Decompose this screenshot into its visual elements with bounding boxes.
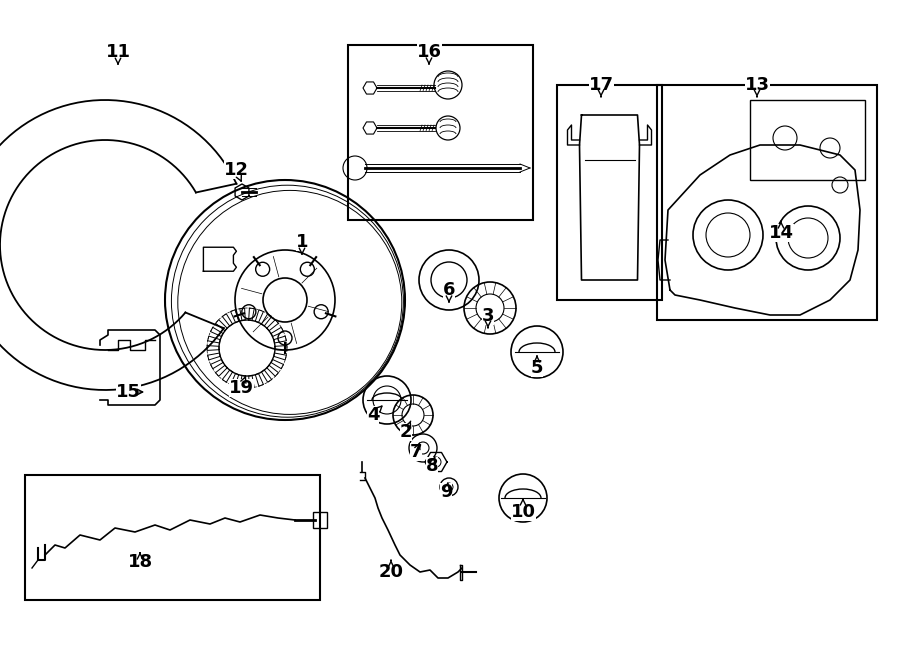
Bar [348, 45, 533, 220]
Text: 10: 10 [510, 503, 536, 521]
Text: 18: 18 [128, 553, 153, 571]
Text: 19: 19 [229, 379, 254, 397]
Text: 20: 20 [379, 563, 403, 581]
Text: 11: 11 [105, 43, 130, 61]
Text: 16: 16 [417, 43, 442, 61]
Text: 7: 7 [410, 443, 422, 461]
Text: 8: 8 [426, 457, 438, 475]
Bar [313, 512, 327, 528]
Text: 12: 12 [223, 161, 248, 179]
Bar [557, 85, 662, 300]
Text: 15: 15 [115, 383, 140, 401]
Text: 4: 4 [367, 406, 379, 424]
Text: 6: 6 [443, 281, 455, 299]
Text: 2: 2 [400, 423, 412, 441]
Text: 3: 3 [482, 307, 494, 325]
Text: 13: 13 [744, 76, 770, 94]
Text: 14: 14 [769, 224, 794, 242]
Bar [657, 85, 877, 320]
Text: 9: 9 [440, 483, 452, 501]
Bar [25, 475, 320, 600]
Bar [750, 100, 865, 180]
Text: 5: 5 [531, 359, 544, 377]
Text: 17: 17 [589, 76, 614, 94]
Text: 1: 1 [296, 233, 308, 251]
